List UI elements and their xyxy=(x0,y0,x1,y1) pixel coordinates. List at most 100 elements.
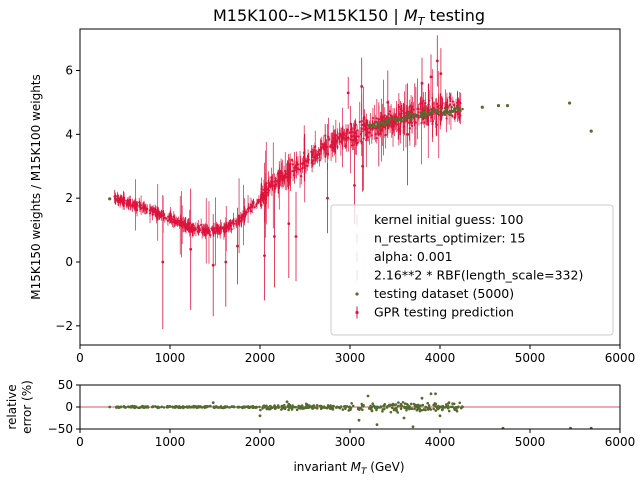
testing-point xyxy=(387,120,390,124)
prediction-point xyxy=(136,204,139,207)
prediction-point xyxy=(338,132,341,136)
prediction-point xyxy=(360,130,363,133)
prediction-point xyxy=(272,184,275,187)
legend-entry: testing dataset (5000) xyxy=(374,286,514,301)
prediction-point xyxy=(312,153,315,156)
prediction-point xyxy=(116,194,119,198)
relative-error-point xyxy=(146,406,150,409)
prediction-point xyxy=(200,223,203,226)
prediction-point xyxy=(320,146,323,150)
testing-point xyxy=(396,118,399,122)
testing-point xyxy=(448,113,452,117)
relative-error-point xyxy=(219,406,223,409)
relative-error-point xyxy=(249,405,253,409)
relative-error-point xyxy=(282,405,286,409)
main-y-tick-label: −2 xyxy=(55,319,73,333)
relative-error-point xyxy=(434,409,438,412)
prediction-point xyxy=(168,218,171,221)
prediction-point xyxy=(113,195,116,198)
testing-point xyxy=(366,124,370,127)
prediction-point xyxy=(448,103,451,106)
relative-error-point xyxy=(307,405,311,409)
sub-x-tick-label: 6000 xyxy=(605,435,636,449)
prediction-point xyxy=(234,219,238,223)
prediction-point xyxy=(377,132,381,136)
relative-error-point xyxy=(255,405,258,409)
prediction-point xyxy=(436,106,439,109)
prediction-point xyxy=(248,207,252,210)
prediction-point xyxy=(440,103,444,107)
relative-error-point xyxy=(424,408,427,412)
prediction-point xyxy=(294,235,298,238)
prediction-point xyxy=(150,207,153,211)
prediction-point xyxy=(371,128,374,131)
prediction-point xyxy=(358,120,361,124)
prediction-point xyxy=(439,72,443,76)
relative-error-point xyxy=(382,404,386,407)
prediction-point xyxy=(118,201,122,204)
prediction-point xyxy=(383,114,386,117)
prediction-point xyxy=(427,108,431,112)
testing-series xyxy=(108,101,593,201)
testing-point xyxy=(374,125,377,128)
sub-y-tick-label: −50 xyxy=(48,422,73,436)
relative-error-point xyxy=(418,409,422,413)
prediction-point xyxy=(220,226,223,229)
prediction-point xyxy=(260,188,263,191)
legend: kernel initial guess: 100 n_restarts_opti… xyxy=(330,204,614,336)
prediction-point xyxy=(365,136,369,139)
relative-error-point xyxy=(232,405,235,409)
prediction-point xyxy=(246,208,249,211)
prediction-point xyxy=(371,116,375,120)
prediction-point xyxy=(163,216,166,219)
testing-point xyxy=(419,114,423,118)
prediction-point xyxy=(314,154,318,157)
prediction-point xyxy=(240,219,243,222)
prediction-point xyxy=(410,121,414,124)
prediction-point xyxy=(291,169,295,173)
main-plot-ticks: 0 1000 2000 3000 4000 5000 6000 −2 0 2 4 6 xyxy=(55,63,635,365)
relative-error-point xyxy=(440,408,444,412)
prediction-point xyxy=(353,139,357,143)
prediction-point xyxy=(416,107,419,110)
relative-error-point xyxy=(270,406,273,410)
relative-error-point xyxy=(310,406,314,410)
prediction-point xyxy=(227,228,230,231)
prediction-point xyxy=(385,116,388,119)
relative-error-point xyxy=(315,407,319,410)
prediction-point xyxy=(179,222,182,225)
prediction-point xyxy=(219,232,222,235)
relative-error-point xyxy=(375,423,379,426)
prediction-point xyxy=(215,226,218,229)
relative-error-point xyxy=(185,405,188,409)
relative-error-point xyxy=(434,392,437,396)
testing-point xyxy=(458,109,461,112)
prediction-point xyxy=(303,151,306,154)
prediction-point xyxy=(363,116,366,119)
relative-error-point xyxy=(298,406,302,410)
relative-error-point xyxy=(129,405,133,409)
prediction-point xyxy=(310,150,313,153)
sub-x-tick-label: 1000 xyxy=(155,435,186,449)
prediction-point xyxy=(133,203,137,207)
prediction-point xyxy=(122,196,126,200)
prediction-point xyxy=(365,127,368,131)
testing-point xyxy=(427,113,431,117)
relative-error-point xyxy=(405,402,409,406)
relative-error-point xyxy=(318,404,322,408)
prediction-point xyxy=(395,115,398,118)
relative-error-point xyxy=(376,405,379,409)
prediction-point xyxy=(280,174,284,177)
relative-error-point xyxy=(126,405,130,408)
prediction-point xyxy=(274,183,277,186)
relative-error-point xyxy=(134,405,138,408)
relative-error-point xyxy=(208,404,211,408)
prediction-point xyxy=(357,135,360,138)
relative-error-point xyxy=(265,407,269,411)
prediction-point xyxy=(408,127,411,130)
relative-error-point xyxy=(361,405,365,408)
relative-error-point xyxy=(434,402,438,406)
relative-error-point xyxy=(288,405,291,409)
relative-error-point xyxy=(277,406,280,409)
